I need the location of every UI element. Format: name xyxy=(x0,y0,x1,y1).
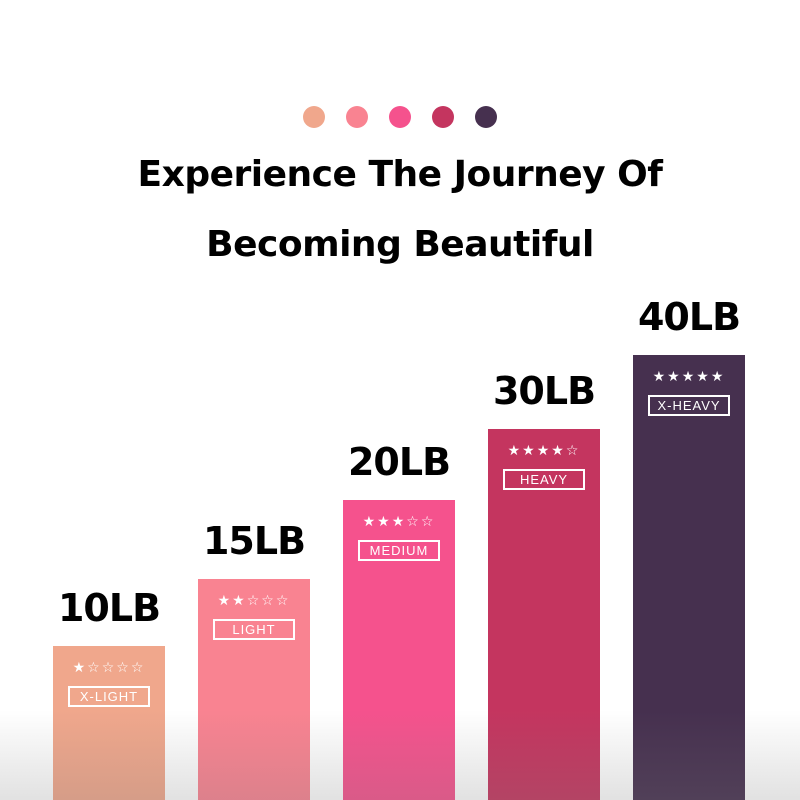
band-bar: ★☆☆☆☆ X-LIGHT xyxy=(53,646,165,800)
color-dot xyxy=(432,106,454,128)
star-rating-icon: ★☆☆☆☆ xyxy=(72,660,146,676)
color-dot xyxy=(346,106,368,128)
band-bar: ★★★★☆ HEAVY xyxy=(488,429,600,800)
headline-line-2: Becoming Beautiful xyxy=(206,224,594,265)
star-rating-icon: ★★☆☆☆ xyxy=(217,593,291,609)
weight-label: 10LB xyxy=(57,586,161,630)
star-rating-icon: ★★★☆☆ xyxy=(362,514,436,530)
band-bar: ★★☆☆☆ LIGHT xyxy=(198,579,310,800)
star-rating-icon: ★★★★★ xyxy=(652,369,726,385)
band-bar: ★★★★★ X-HEAVY xyxy=(633,355,745,800)
level-tag: X-LIGHT xyxy=(68,686,150,707)
weight-label: 15LB xyxy=(202,519,306,563)
level-tag: X-HEAVY xyxy=(648,395,730,416)
star-rating-icon: ★★★★☆ xyxy=(507,443,581,459)
color-dot xyxy=(303,106,325,128)
color-dots xyxy=(0,106,800,128)
weight-label: 20LB xyxy=(347,440,451,484)
level-tag: HEAVY xyxy=(503,469,585,490)
color-dot xyxy=(389,106,411,128)
color-dot xyxy=(475,106,497,128)
weight-label: 40LB xyxy=(637,295,741,339)
level-tag: LIGHT xyxy=(213,619,295,640)
band-bar: ★★★☆☆ MEDIUM xyxy=(343,500,455,800)
level-tag: MEDIUM xyxy=(358,540,440,561)
headline-line-1: Experience The Journey Of xyxy=(137,154,663,195)
weight-label: 30LB xyxy=(492,369,596,413)
